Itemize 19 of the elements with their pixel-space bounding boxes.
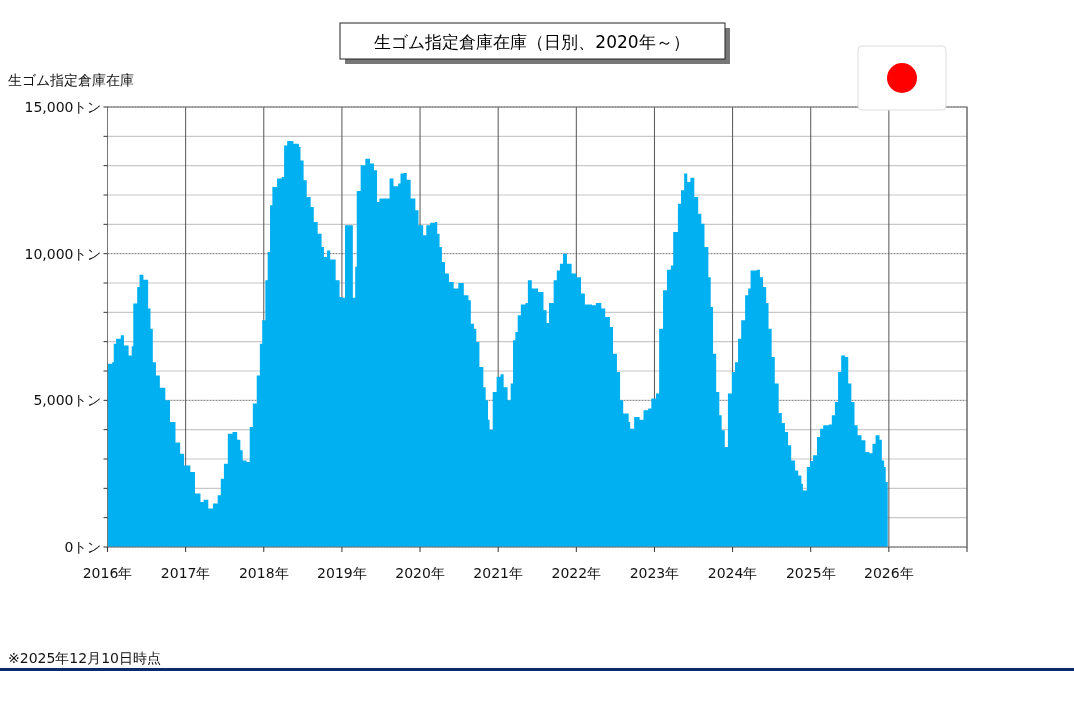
chart-title: 生ゴム指定倉庫在庫（日別、2020年～） xyxy=(374,32,690,52)
y-tick-label: 0トン xyxy=(64,539,102,555)
y-tick-label: 5,000トン xyxy=(33,392,102,409)
x-tick-label: 2017年 xyxy=(160,565,211,581)
y-tick-label: 10,000トン xyxy=(24,245,102,262)
x-tick-label: 2021年 xyxy=(473,565,523,581)
x-tick-label: 2026年 xyxy=(864,565,914,581)
x-tick-label: 2020年 xyxy=(395,565,445,581)
x-tick-label: 2025年 xyxy=(785,565,836,581)
title: 生ゴム指定倉庫在庫（日別、2020年～） xyxy=(339,22,730,64)
x-tick-label: 2022年 xyxy=(551,565,602,581)
x-tick-label: 2024年 xyxy=(707,565,758,581)
x-tick-label: 2019年 xyxy=(317,565,367,581)
text: ※2025年12月10日時点 xyxy=(8,650,161,666)
y-axis-title: 生ゴム指定倉庫在庫 xyxy=(8,72,134,88)
x-tick-label: 2023年 xyxy=(629,565,680,581)
y-tick-label: 15,000トン xyxy=(24,99,102,115)
x-tick-label: 2018年 xyxy=(238,565,289,581)
x-tick-label: 2016年 xyxy=(82,565,133,581)
